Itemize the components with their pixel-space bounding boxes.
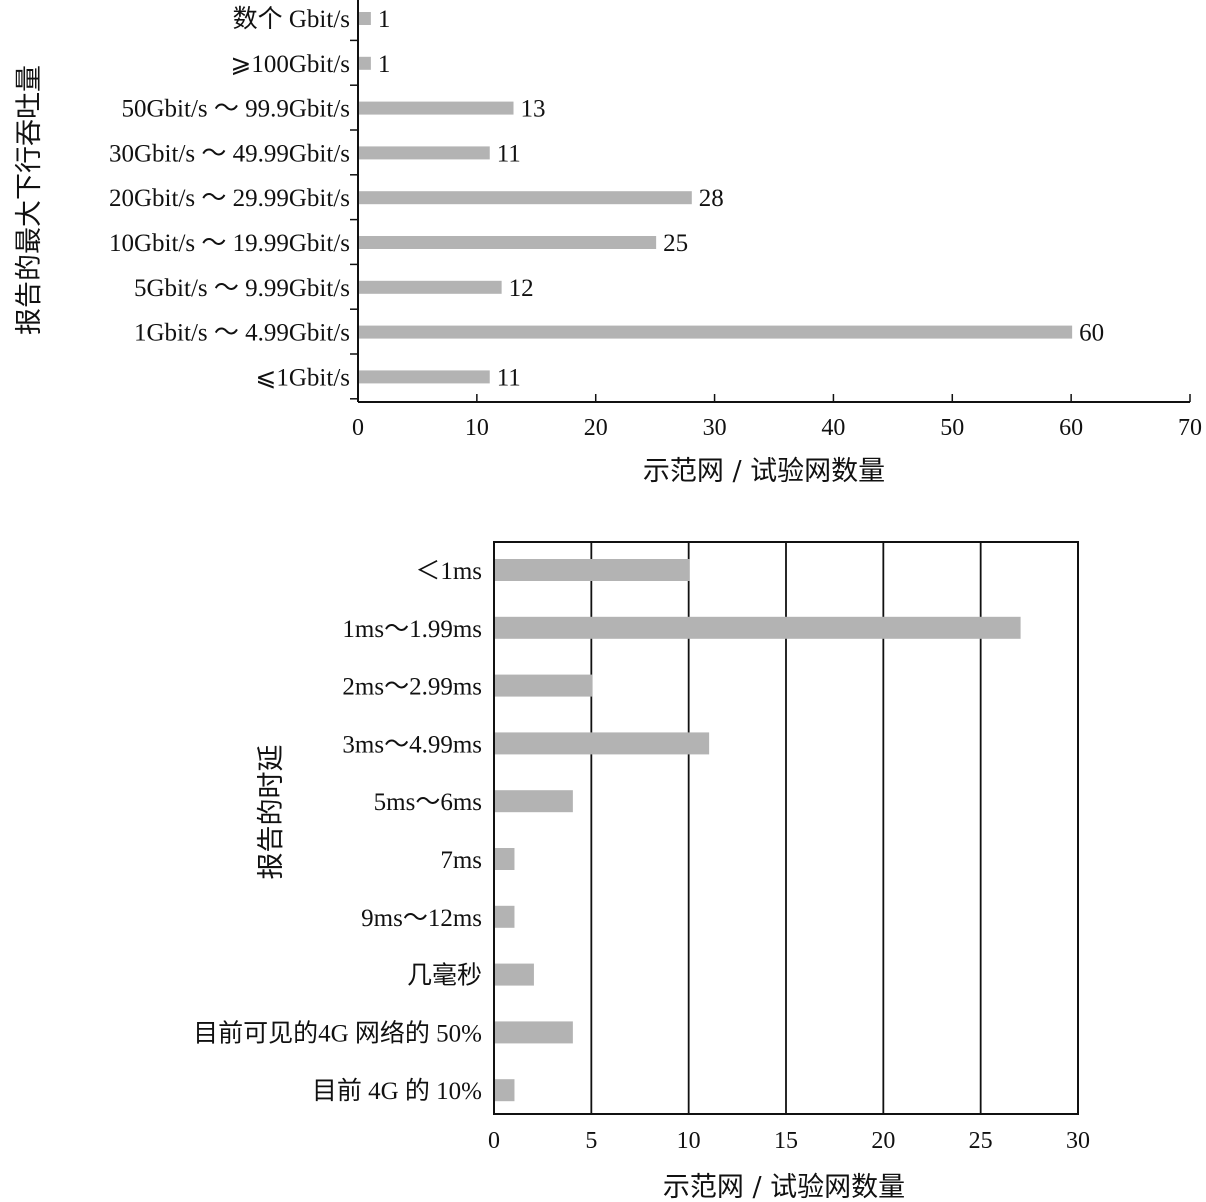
bar bbox=[359, 56, 371, 70]
data-label: 12 bbox=[509, 275, 534, 302]
x-tick-label: 25 bbox=[969, 1128, 993, 1154]
bar bbox=[495, 905, 515, 928]
category-label: ⩾100Gbit/s bbox=[230, 51, 350, 78]
bar bbox=[359, 325, 1073, 339]
bar bbox=[495, 732, 710, 755]
category-label: 10Gbit/s ～ 19.99Gbit/s bbox=[109, 230, 350, 257]
data-label: 1 bbox=[378, 51, 391, 78]
bar bbox=[359, 146, 490, 160]
category-label: 几毫秒 bbox=[407, 962, 482, 990]
plot-frame bbox=[493, 541, 1079, 1115]
latency-chart: ＜1ms 1ms～1.99ms 2ms～2.99ms 3ms～4.99ms 5ms～6m… bbox=[193, 541, 1090, 1202]
x-tick-label: 50 bbox=[940, 415, 964, 441]
category-label: 数个 Gbit/s bbox=[233, 5, 350, 33]
x-tick-label: 0 bbox=[352, 415, 364, 441]
x-tick-label: 20 bbox=[871, 1128, 895, 1154]
data-label: 60 bbox=[1079, 320, 1104, 347]
bar bbox=[495, 790, 573, 813]
bar bbox=[495, 674, 593, 697]
category-label: 5Gbit/s ～ 9.99Gbit/s bbox=[134, 275, 350, 302]
category-label: 2ms～2.99ms bbox=[342, 674, 482, 701]
data-label: 13 bbox=[521, 96, 546, 123]
data-label: 11 bbox=[497, 140, 521, 167]
category-label: 目前 4G 的 10% bbox=[312, 1077, 482, 1105]
category-label: 目前可见的4G 网络的 50% bbox=[193, 1019, 482, 1047]
x-axis-title: 示范网 / 试验网数量 bbox=[643, 456, 885, 487]
bar bbox=[495, 559, 690, 581]
data-label: 11 bbox=[497, 364, 521, 391]
category-label: 1Gbit/s ～ 4.99Gbit/s bbox=[134, 320, 350, 347]
x-tick-label: 15 bbox=[774, 1128, 798, 1154]
bar bbox=[495, 1079, 515, 1102]
bar bbox=[359, 236, 657, 249]
bar bbox=[359, 280, 502, 294]
x-tick-label: 5 bbox=[585, 1128, 597, 1154]
y-axis-title: 报告的最大下行吞吐量 bbox=[14, 65, 45, 335]
x-tick-label: 70 bbox=[1178, 415, 1202, 441]
x-tick-label: 10 bbox=[465, 415, 489, 441]
bar bbox=[359, 101, 514, 115]
x-tick-label: 30 bbox=[1066, 1128, 1090, 1154]
category-label: 3ms～4.99ms bbox=[342, 731, 482, 758]
category-label: 50Gbit/s ～ 99.9Gbit/s bbox=[122, 96, 351, 123]
category-label: 1ms～1.99ms bbox=[342, 616, 482, 643]
x-axis-title: 示范网 / 试验网数量 bbox=[663, 1172, 905, 1202]
category-label: 9ms～12ms bbox=[361, 905, 482, 932]
bar bbox=[495, 963, 534, 986]
category-label: 20Gbit/s ～ 29.99Gbit/s bbox=[109, 185, 350, 212]
category-label: 5ms～6ms bbox=[374, 789, 482, 816]
throughput-chart: 数个 Gbit/s 1 ⩾100Gbit/s 1 50Gbit/s ～ 99.9Gbit… bbox=[14, 0, 1202, 487]
category-label: 30Gbit/s ～ 49.99Gbit/s bbox=[109, 140, 350, 167]
data-label: 25 bbox=[663, 230, 688, 257]
x-tick-label: 40 bbox=[821, 415, 845, 441]
bar bbox=[359, 370, 490, 384]
data-label: 1 bbox=[378, 6, 391, 33]
category-label: ⩽1Gbit/s bbox=[255, 364, 350, 391]
x-tick-label: 20 bbox=[584, 415, 608, 441]
bar bbox=[495, 616, 1021, 639]
x-tick-label: 0 bbox=[488, 1128, 500, 1154]
data-label: 28 bbox=[699, 185, 724, 212]
x-tick-label: 30 bbox=[703, 415, 727, 441]
y-axis-title: 报告的时延 bbox=[256, 745, 287, 880]
bar bbox=[495, 848, 515, 870]
bar bbox=[495, 1021, 573, 1044]
bar bbox=[359, 191, 692, 205]
x-tick-label: 10 bbox=[677, 1128, 701, 1154]
bar bbox=[359, 12, 371, 25]
x-tick-label: 60 bbox=[1059, 415, 1083, 441]
category-label: 7ms bbox=[440, 847, 482, 874]
category-label: ＜1ms bbox=[415, 558, 482, 585]
